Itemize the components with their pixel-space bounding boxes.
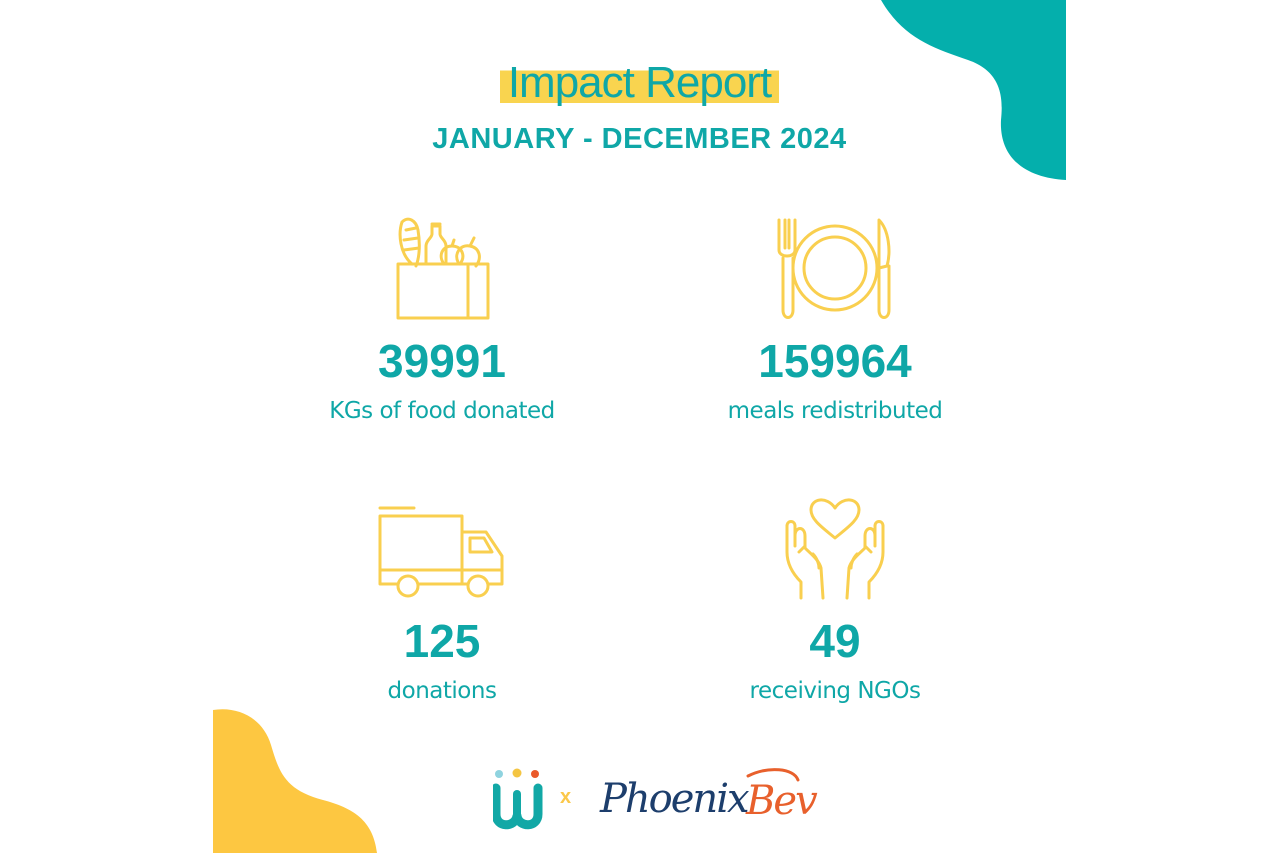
impact-report-card: Impact Report JANUARY - DECEMBER 2024 39… bbox=[213, 0, 1066, 853]
svg-text:Phoenix: Phoenix bbox=[599, 776, 749, 822]
hands-heart-icon bbox=[785, 498, 885, 600]
stat-donations: 125 donations bbox=[272, 506, 612, 704]
partner-logo-w-icon bbox=[493, 768, 543, 830]
logo-separator: x bbox=[560, 786, 572, 808]
delivery-truck-icon bbox=[378, 506, 504, 598]
partner-logos: x Phoenix Bev bbox=[493, 760, 833, 840]
stat-value: 39991 bbox=[378, 335, 506, 387]
report-period: JANUARY - DECEMBER 2024 bbox=[432, 123, 847, 155]
stat-label: donations bbox=[387, 678, 497, 704]
stat-value: 159964 bbox=[758, 335, 912, 387]
teal-corner-blob bbox=[881, 0, 1066, 180]
stat-meals-redistributed: 159964 meals redistributed bbox=[665, 216, 1005, 424]
grocery-bag-icon bbox=[396, 217, 490, 320]
svg-text:Bev: Bev bbox=[745, 778, 818, 824]
report-title: Impact Report bbox=[213, 58, 1066, 108]
phoenixbev-logo: Phoenix Bev bbox=[599, 768, 820, 824]
stat-receiving-ngos: 49 receiving NGOs bbox=[665, 496, 1005, 704]
stat-label: receiving NGOs bbox=[749, 678, 921, 704]
stat-value: 125 bbox=[403, 615, 481, 667]
stat-label: meals redistributed bbox=[727, 398, 943, 424]
yellow-corner-blob bbox=[213, 709, 377, 853]
stat-value: 49 bbox=[809, 615, 861, 667]
stat-label: KGs of food donated bbox=[329, 398, 555, 424]
stat-food-donated: 39991 KGs of food donated bbox=[272, 216, 612, 424]
plate-cutlery-icon bbox=[777, 218, 891, 319]
